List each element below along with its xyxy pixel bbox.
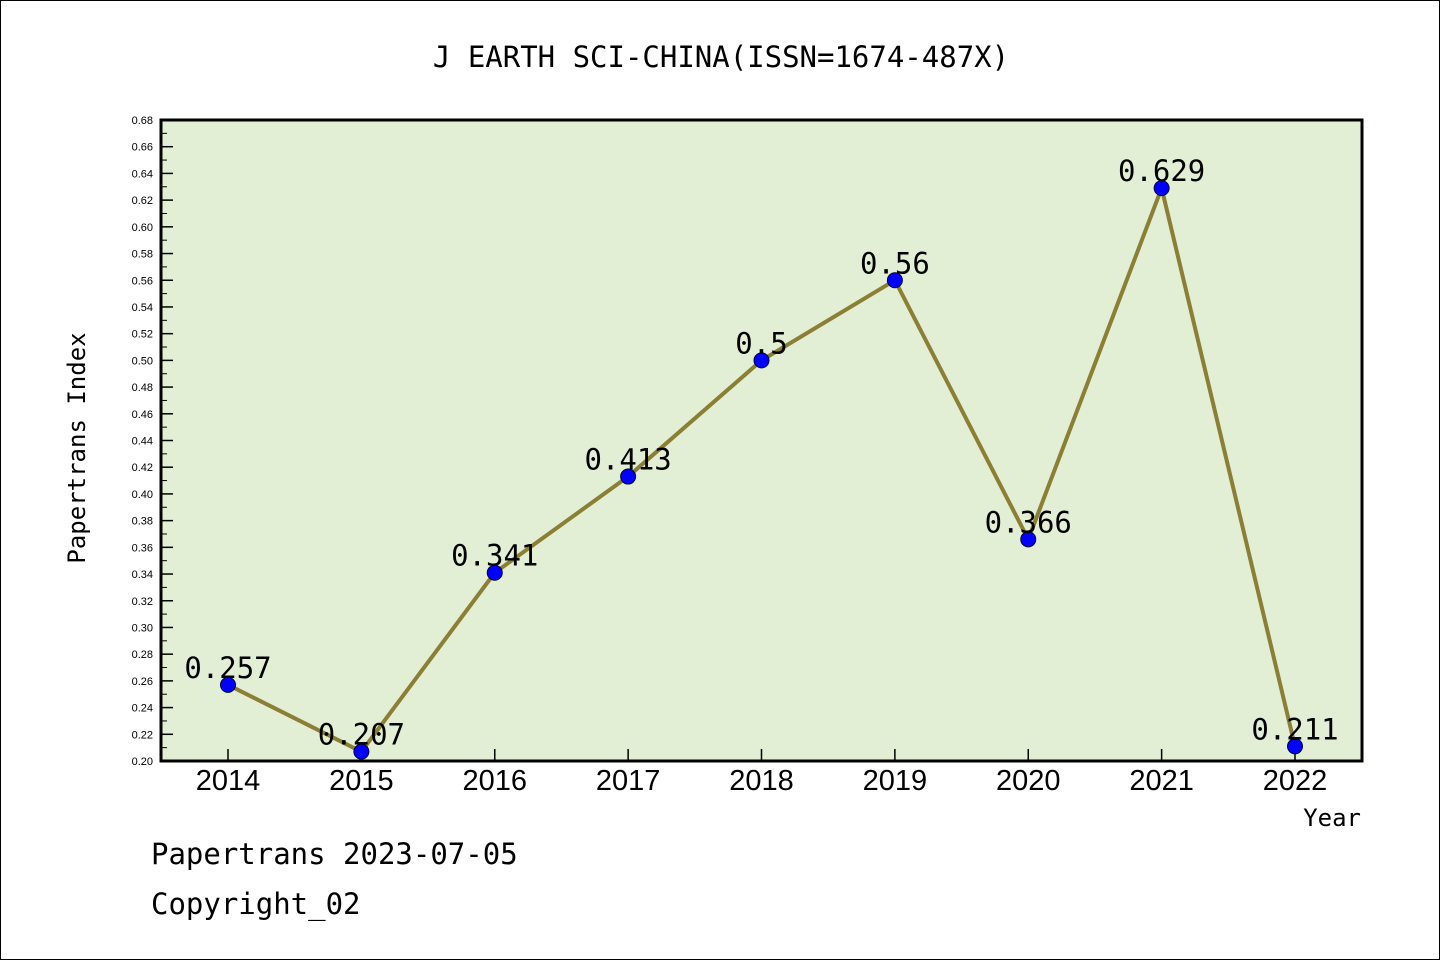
data-label: 0.211 — [1251, 712, 1338, 746]
data-point — [220, 676, 236, 693]
y-tick-label: 0.62 — [132, 195, 153, 207]
y-tick-label: 0.60 — [132, 222, 153, 234]
y-tick-label: 0.52 — [132, 329, 153, 341]
data-label: 0.341 — [451, 539, 538, 573]
x-axis: 2014 2015 2016 2017 2018 2019 2020 2021 2022 — [196, 749, 1328, 797]
data-label: 0.5 — [735, 326, 787, 360]
data-point — [1020, 531, 1037, 548]
y-axis-title: Papertrans Index — [63, 332, 91, 563]
x-tick-label: 2019 — [863, 765, 928, 797]
data-label: 0.413 — [584, 443, 671, 477]
x-tick-label: 2022 — [1263, 765, 1328, 797]
y-axis: 0.20 0.22 0.24 0.26 0.28 0.30 0.32 0.34 0.36 0.38… — [132, 115, 173, 768]
plot-border — [159, 118, 1364, 763]
data-point — [753, 352, 770, 369]
data-label: 0.629 — [1118, 154, 1205, 188]
y-tick-label: 0.30 — [132, 622, 153, 634]
data-point — [886, 272, 903, 289]
data-point — [1153, 180, 1170, 197]
x-tick-label: 2020 — [996, 765, 1061, 797]
plot-area — [161, 120, 1362, 761]
data-point — [486, 564, 503, 581]
y-tick-label: 0.66 — [132, 142, 153, 154]
data-label: 0.257 — [184, 651, 271, 685]
data-label: 0.366 — [985, 505, 1072, 539]
y-tick-label: 0.64 — [132, 168, 153, 180]
x-tick-label: 2017 — [596, 765, 661, 797]
data-label: 0.207 — [318, 718, 405, 752]
y-tick-label: 0.48 — [132, 382, 153, 394]
y-tick-label: 0.68 — [132, 115, 153, 127]
x-tick-label: 2018 — [729, 765, 794, 797]
data-label: 0.56 — [860, 246, 930, 280]
chart-title: J EARTH SCI-CHINA(ISSN=1674-487X) — [433, 40, 1009, 74]
y-tick-label: 0.36 — [132, 542, 153, 554]
data-labels: 0.257 0.207 0.341 0.413 0.5 0.56 0.366 0.629 0.2… — [184, 154, 1338, 752]
y-tick-label: 0.34 — [132, 569, 153, 581]
y-tick-label: 0.58 — [132, 249, 153, 261]
y-tick-label: 0.40 — [132, 489, 153, 501]
y-tick-label: 0.28 — [132, 649, 153, 661]
x-tick-label: 2021 — [1129, 765, 1194, 797]
x-tick-label: 2014 — [196, 765, 261, 797]
y-tick-label: 0.56 — [132, 275, 153, 287]
y-tick-label: 0.42 — [132, 462, 153, 474]
y-tick-label: 0.46 — [132, 409, 153, 421]
y-tick-label: 0.44 — [132, 436, 153, 448]
data-points — [220, 180, 1303, 760]
y-tick-label: 0.24 — [132, 703, 153, 715]
y-tick-label: 0.22 — [132, 729, 153, 741]
y-tick-label: 0.20 — [132, 756, 153, 768]
y-tick-label: 0.54 — [132, 302, 153, 314]
data-point — [1287, 738, 1303, 755]
y-tick-label: 0.26 — [132, 676, 153, 688]
data-point — [353, 743, 370, 760]
y-tick-label: 0.38 — [132, 516, 153, 528]
data-point — [620, 468, 637, 485]
footer-date: Papertrans 2023-07-05 — [151, 837, 518, 871]
y-tick-label: 0.50 — [132, 355, 153, 367]
y-tick-label: 0.32 — [132, 596, 153, 608]
x-tick-label: 2016 — [462, 765, 527, 797]
x-tick-label: 2015 — [329, 765, 394, 797]
x-axis-title: Year — [1303, 804, 1361, 832]
footer-copyright: Copyright_02 — [151, 887, 361, 921]
